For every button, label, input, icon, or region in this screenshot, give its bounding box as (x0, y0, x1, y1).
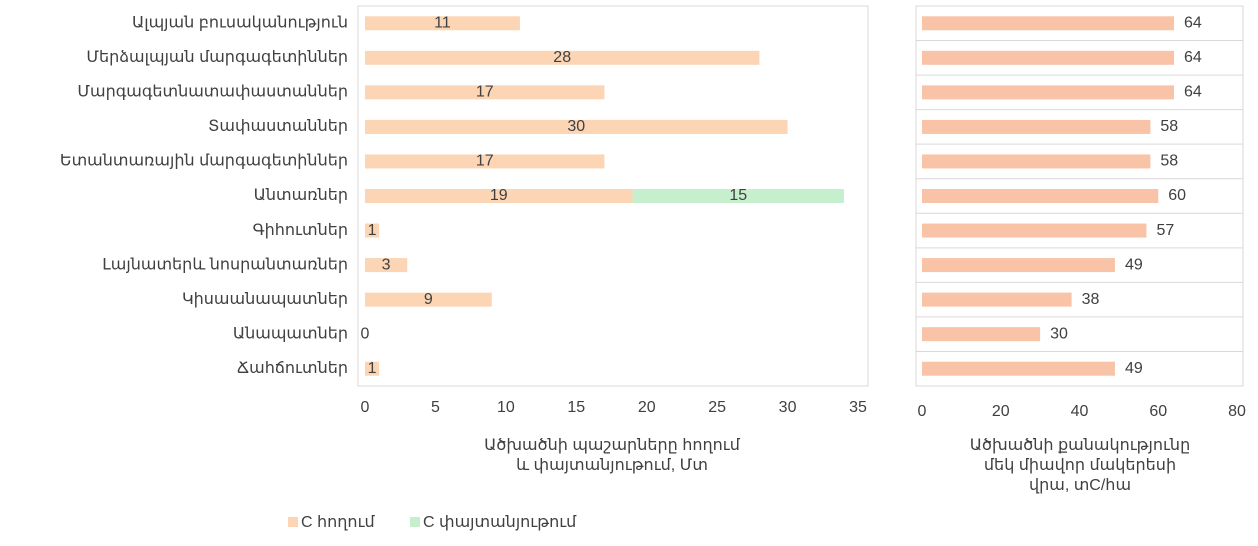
bar (922, 50, 1174, 65)
x-axis-label: վրա, տC/հա (1029, 477, 1131, 494)
bar (922, 85, 1174, 100)
x-axis-label: Ածխածնի պաշարները հողում (484, 437, 741, 454)
data-label: 19 (490, 187, 508, 204)
data-label: 0 (361, 325, 370, 342)
y-tick-label: Ճահճուտներ (237, 360, 348, 377)
data-label: 3 (382, 256, 391, 273)
plot-frame (915, 5, 1244, 387)
y-tick-label: Կիսաանապատներ (182, 291, 348, 308)
bar (922, 292, 1072, 307)
data-label: 9 (424, 291, 433, 308)
x-tick-label: 0 (361, 399, 370, 416)
y-tick-label: Մերձալպյան մարգագետիններ (86, 49, 348, 66)
x-tick-label: 20 (992, 403, 1010, 420)
x-tick-label: 15 (567, 399, 585, 416)
x-axis-label: մեկ միավոր մակերեսի (984, 457, 1176, 474)
y-tick-label: Անապատներ (233, 325, 348, 342)
x-tick-label: 40 (1071, 403, 1089, 420)
legend-label: C փայտանյութում (423, 514, 577, 531)
x-tick-label: 0 (918, 403, 927, 420)
data-label: 49 (1125, 360, 1143, 377)
legend-swatch (410, 517, 420, 527)
data-label: 38 (1082, 291, 1100, 308)
data-label: 64 (1184, 49, 1202, 66)
data-label: 58 (1160, 118, 1178, 135)
data-label: 30 (567, 118, 585, 135)
plot-frame (357, 5, 869, 387)
bar (365, 361, 380, 376)
data-label: 1 (368, 360, 377, 377)
data-label: 64 (1184, 14, 1202, 31)
legend-label: C հողում (301, 514, 376, 531)
y-tick-label: Տափաստաններ (208, 118, 348, 135)
x-axis-label: Ածխածնի քանակությունը (970, 437, 1190, 454)
y-tick-label: Գիհուտներ (253, 222, 348, 239)
data-label: 1 (368, 222, 377, 239)
bar (365, 154, 605, 169)
bar (922, 189, 1159, 203)
bar (365, 189, 633, 203)
bar (365, 292, 492, 307)
data-label: 57 (1156, 222, 1174, 239)
data-label: 58 (1160, 153, 1178, 170)
y-tick-label: Անտառներ (254, 187, 348, 204)
x-tick-label: 25 (708, 399, 726, 416)
data-label: 11 (434, 14, 451, 31)
bar (365, 50, 760, 65)
bar (922, 327, 1041, 342)
bar (365, 258, 408, 273)
x-axis-label: և փայտանյութում, Մտ (516, 457, 708, 474)
x-tick-label: 80 (1228, 403, 1246, 420)
bar (365, 16, 520, 31)
x-tick-label: 60 (1149, 403, 1167, 420)
y-tick-label: Ետանտառային մարգագետիններ (60, 153, 348, 170)
bar (365, 223, 380, 238)
bar (365, 119, 788, 134)
legend-swatch (288, 517, 298, 527)
x-tick-label: 35 (849, 399, 867, 416)
bar (922, 361, 1115, 376)
x-tick-label: 5 (431, 399, 440, 416)
data-label: 64 (1184, 84, 1202, 101)
x-tick-label: 10 (497, 399, 515, 416)
data-label: 17 (476, 84, 494, 101)
bar (632, 189, 844, 203)
data-label: 17 (476, 153, 494, 170)
x-tick-label: 30 (779, 399, 797, 416)
data-label: 49 (1125, 256, 1143, 273)
bar (922, 16, 1174, 31)
bar (922, 258, 1115, 273)
bar (365, 85, 605, 100)
data-label: 60 (1168, 187, 1186, 204)
y-tick-label: Լայնատերև նոսրանտառներ (102, 256, 348, 273)
data-label: 15 (729, 187, 747, 204)
y-tick-label: Մարգագետնատափաստաններ (77, 84, 348, 101)
data-label: 30 (1050, 325, 1068, 342)
data-label: 28 (553, 49, 571, 66)
bar (922, 119, 1151, 134)
y-tick-label: Ալպյան բուսականություն (132, 14, 348, 31)
x-tick-label: 20 (638, 399, 656, 416)
bar (922, 154, 1151, 169)
bar (922, 223, 1147, 238)
